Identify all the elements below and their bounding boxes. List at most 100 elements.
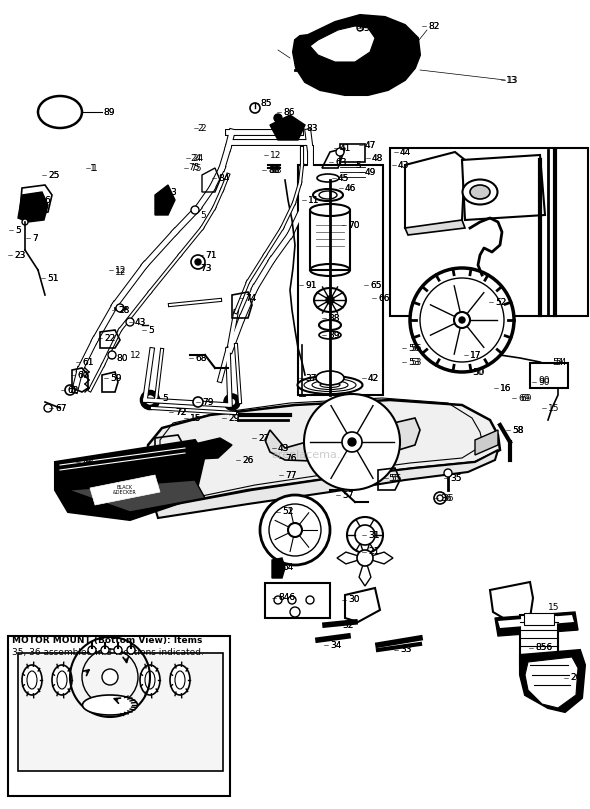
Text: 34: 34 <box>330 641 342 650</box>
Text: 53: 53 <box>408 358 419 366</box>
Circle shape <box>336 148 344 156</box>
Polygon shape <box>462 155 545 220</box>
Text: 43: 43 <box>135 317 146 327</box>
Circle shape <box>250 103 260 113</box>
Text: 48: 48 <box>372 154 384 163</box>
Polygon shape <box>68 480 205 512</box>
Text: 12: 12 <box>270 150 281 159</box>
Text: 52: 52 <box>495 298 506 307</box>
Text: 32: 32 <box>342 621 353 629</box>
Text: 39: 39 <box>328 331 339 340</box>
Text: 41: 41 <box>340 143 352 153</box>
Text: 33: 33 <box>400 646 411 654</box>
Text: 67: 67 <box>55 404 67 413</box>
Text: 33: 33 <box>400 646 411 654</box>
Text: 82: 82 <box>428 22 440 31</box>
Text: 50: 50 <box>472 367 483 376</box>
Text: 55: 55 <box>388 473 399 482</box>
Polygon shape <box>359 530 371 558</box>
Circle shape <box>193 397 203 407</box>
Text: 60: 60 <box>77 371 88 379</box>
Text: 71: 71 <box>205 251 217 260</box>
Polygon shape <box>155 185 175 215</box>
Text: 5: 5 <box>363 23 369 32</box>
Polygon shape <box>365 552 393 564</box>
Text: 79: 79 <box>202 397 214 406</box>
Ellipse shape <box>463 180 497 205</box>
Text: 61: 61 <box>82 358 93 366</box>
Text: 5: 5 <box>162 393 168 403</box>
Text: 2: 2 <box>197 124 202 133</box>
Text: 5: 5 <box>363 23 369 32</box>
Text: 42: 42 <box>368 374 379 383</box>
Text: 61: 61 <box>82 358 93 366</box>
Circle shape <box>444 469 452 477</box>
Text: 29: 29 <box>228 413 240 422</box>
Text: 26: 26 <box>242 455 253 464</box>
Text: 5: 5 <box>148 325 154 334</box>
Text: 74: 74 <box>245 294 257 303</box>
Text: 42: 42 <box>368 374 379 383</box>
Circle shape <box>459 317 465 323</box>
Text: 58: 58 <box>512 426 523 434</box>
Text: BLACK
&DECKER: BLACK &DECKER <box>113 485 137 495</box>
Polygon shape <box>265 418 420 462</box>
Text: 60: 60 <box>77 371 88 379</box>
Polygon shape <box>525 657 578 708</box>
Polygon shape <box>520 650 585 712</box>
Text: 69: 69 <box>518 393 529 403</box>
Text: 35: 35 <box>450 473 461 482</box>
Text: 62: 62 <box>67 386 78 395</box>
Text: 75: 75 <box>190 163 202 172</box>
Text: 91: 91 <box>305 281 316 290</box>
Text: areplacema...: areplacema... <box>271 450 348 460</box>
Circle shape <box>326 296 334 304</box>
Text: 846: 846 <box>278 594 295 603</box>
Text: 13: 13 <box>506 75 517 84</box>
Text: 15: 15 <box>548 604 559 612</box>
Circle shape <box>260 495 330 565</box>
Text: 41: 41 <box>340 143 352 153</box>
Text: 63: 63 <box>335 158 346 167</box>
Text: MOTOR MOUNT (Bottom View): Items: MOTOR MOUNT (Bottom View): Items <box>12 636 202 645</box>
Text: 43: 43 <box>398 160 409 170</box>
Ellipse shape <box>316 371 344 385</box>
Ellipse shape <box>22 665 42 695</box>
Text: 62: 62 <box>67 386 78 395</box>
Bar <box>390 148 588 316</box>
Text: 15: 15 <box>190 413 202 422</box>
Text: 1: 1 <box>92 163 98 172</box>
Text: 78: 78 <box>82 458 93 467</box>
Text: 66: 66 <box>378 294 389 303</box>
Bar <box>520 615 558 665</box>
Polygon shape <box>475 430 498 455</box>
Text: 53: 53 <box>410 358 421 366</box>
Text: 67: 67 <box>55 404 67 413</box>
Ellipse shape <box>170 665 190 695</box>
Polygon shape <box>18 192 48 222</box>
Text: 30: 30 <box>348 595 359 604</box>
Text: 5: 5 <box>15 226 21 235</box>
Text: 82: 82 <box>428 22 440 31</box>
Text: 6: 6 <box>44 196 50 205</box>
Ellipse shape <box>52 665 72 695</box>
Text: 49: 49 <box>365 167 376 176</box>
Text: 22: 22 <box>104 333 115 342</box>
Circle shape <box>288 523 302 537</box>
Text: 35: 35 <box>450 473 461 482</box>
Bar <box>530 363 568 388</box>
Text: 72: 72 <box>175 408 186 417</box>
Text: 3: 3 <box>170 188 176 197</box>
Text: 50: 50 <box>473 367 484 376</box>
Text: 37: 37 <box>305 374 316 383</box>
Text: 45: 45 <box>338 173 349 183</box>
Text: 20: 20 <box>570 674 581 683</box>
Text: 12: 12 <box>130 350 142 359</box>
Text: 5: 5 <box>355 160 360 170</box>
Text: 64: 64 <box>282 564 293 573</box>
Text: 25: 25 <box>48 171 60 180</box>
Circle shape <box>454 312 470 328</box>
Circle shape <box>102 669 118 685</box>
Text: 59: 59 <box>110 374 122 383</box>
Text: 15: 15 <box>548 404 559 413</box>
